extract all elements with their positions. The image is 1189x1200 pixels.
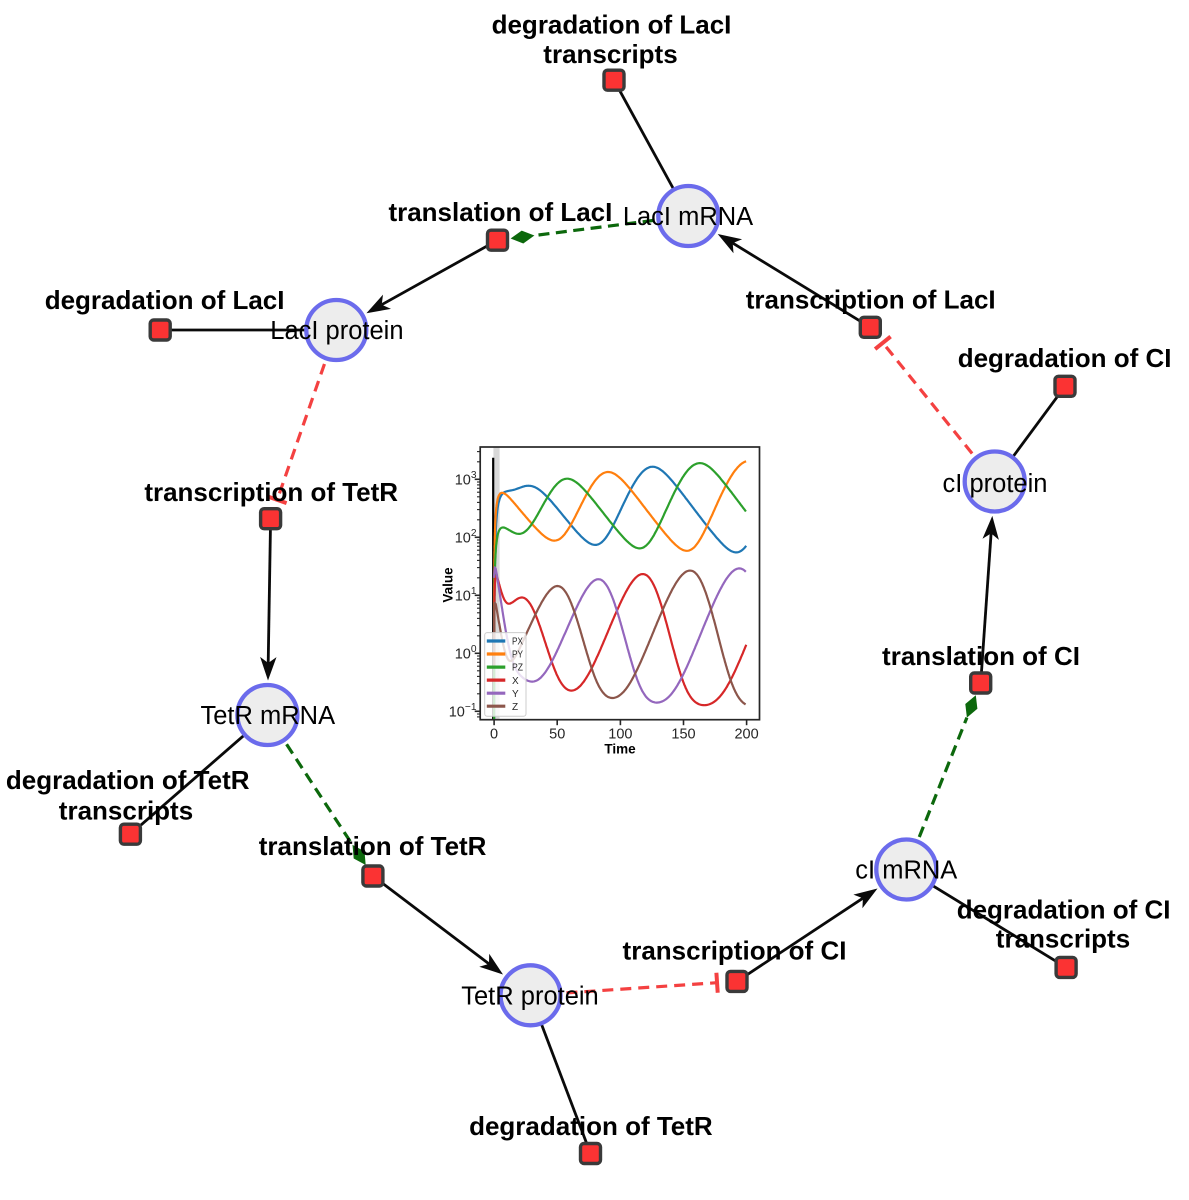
svg-text:LacI mRNA: LacI mRNA: [623, 203, 753, 231]
svg-text:Value: Value: [441, 567, 456, 603]
svg-text:TetR protein: TetR protein: [461, 982, 599, 1010]
svg-text:degradation of LacI: degradation of LacI: [45, 285, 285, 315]
svg-text:PX: PX: [512, 637, 523, 648]
svg-text:Z: Z: [512, 702, 518, 713]
svg-text:X: X: [512, 676, 519, 687]
svg-text:150: 150: [671, 726, 695, 742]
svg-text:transcripts: transcripts: [996, 924, 1130, 954]
svg-text:degradation of TetR: degradation of TetR: [6, 765, 250, 795]
svg-text:transcription of CI: transcription of CI: [623, 936, 847, 966]
svg-text:0: 0: [490, 726, 498, 742]
svg-text:degradation of CI: degradation of CI: [958, 343, 1172, 373]
svg-text:degradation of TetR: degradation of TetR: [469, 1111, 713, 1141]
svg-text:cI mRNA: cI mRNA: [855, 857, 957, 885]
svg-text:LacI protein: LacI protein: [270, 317, 403, 345]
svg-text:degradation of CI: degradation of CI: [957, 894, 1171, 924]
svg-text:translation of LacI: translation of LacI: [388, 197, 612, 227]
svg-text:TetR mRNA: TetR mRNA: [200, 702, 335, 730]
svg-text:transcripts: transcripts: [543, 39, 677, 69]
svg-text:Y: Y: [512, 689, 519, 700]
svg-text:degradation of LacI: degradation of LacI: [492, 10, 732, 40]
svg-text:Time: Time: [604, 742, 636, 757]
svg-text:PZ: PZ: [512, 663, 523, 674]
svg-text:PY: PY: [512, 650, 523, 661]
svg-text:200: 200: [734, 726, 758, 742]
svg-text:cI protein: cI protein: [943, 470, 1048, 498]
svg-text:translation of TetR: translation of TetR: [259, 831, 487, 861]
svg-text:transcripts: transcripts: [59, 796, 193, 826]
svg-text:transcription of TetR: transcription of TetR: [144, 477, 398, 507]
svg-text:50: 50: [549, 726, 565, 742]
svg-text:translation of CI: translation of CI: [882, 641, 1080, 671]
svg-text:transcription of LacI: transcription of LacI: [746, 284, 996, 314]
svg-text:100: 100: [608, 726, 632, 742]
